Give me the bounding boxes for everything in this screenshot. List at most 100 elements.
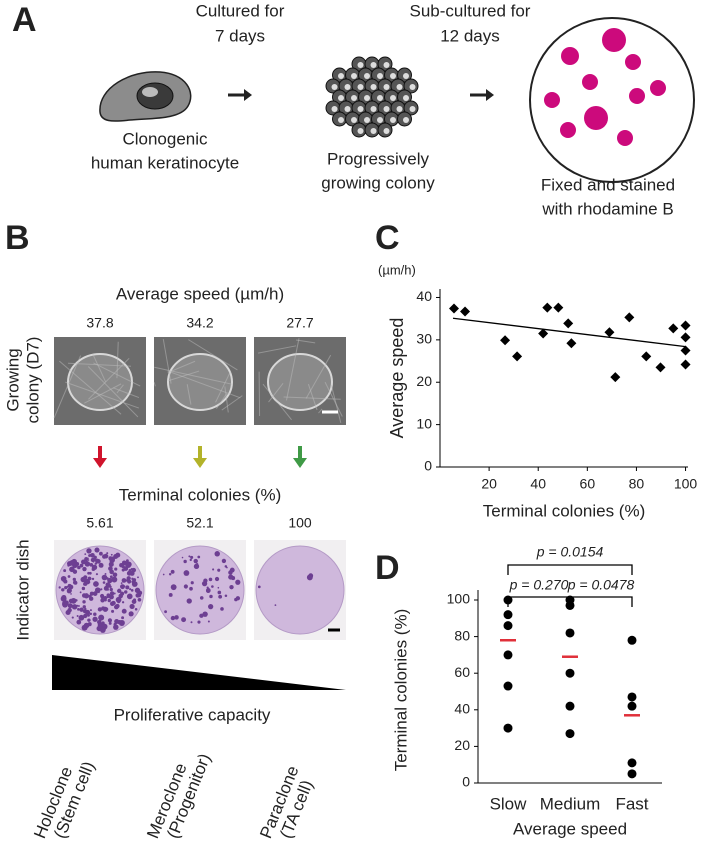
- colony-dot: [125, 562, 132, 568]
- colony-dot: [193, 558, 198, 564]
- colony-dot: [88, 581, 91, 584]
- row-label: Growing: [3, 348, 22, 411]
- step-label: 7 days: [215, 26, 265, 45]
- keratinocyte-icon: [99, 71, 192, 122]
- colony-dot: [87, 571, 90, 575]
- colony-dot: [104, 573, 107, 575]
- point: [448, 303, 459, 314]
- down-arrow-head: [93, 458, 107, 468]
- colony-dot: [229, 584, 234, 590]
- colony-dot: [117, 588, 122, 594]
- colony-dot: [113, 624, 119, 630]
- colony-dot: [190, 581, 194, 585]
- colony-dot: [76, 619, 82, 625]
- bracket: [507, 596, 571, 607]
- colony-dot: [118, 593, 123, 599]
- dish: [155, 545, 245, 635]
- y-tick-label: 100: [447, 591, 471, 607]
- x-tick-label: 80: [629, 476, 645, 492]
- nucleus: [409, 106, 416, 112]
- colony-dot: [79, 563, 84, 568]
- nucleus: [351, 73, 357, 79]
- caption: human keratinocyte: [91, 153, 239, 172]
- nucleus: [364, 117, 370, 123]
- colony-dot: [71, 604, 78, 610]
- colony-dot: [106, 588, 109, 591]
- y-tick-label: 40: [416, 288, 432, 304]
- colony-dot: [88, 596, 94, 601]
- nucleus: [331, 84, 338, 90]
- colony-dot: [162, 573, 165, 576]
- colony-dot: [99, 551, 103, 556]
- nucleus: [383, 84, 390, 90]
- colony-dot: [109, 591, 115, 596]
- colony-dot: [202, 611, 208, 617]
- nucleus: [344, 106, 351, 112]
- colony-dot: [131, 581, 138, 587]
- cell-streak: [330, 384, 342, 423]
- colony-dot: [69, 560, 76, 566]
- cell-streak: [305, 354, 332, 399]
- nucleus: [344, 84, 351, 90]
- nucleus: [357, 106, 364, 112]
- colony-dot: [208, 603, 214, 610]
- point: [680, 320, 691, 331]
- colony-dot: [199, 596, 204, 600]
- point: [566, 338, 577, 349]
- colony-dot: [117, 599, 121, 604]
- point: [460, 306, 471, 317]
- colony-region: [267, 353, 333, 411]
- colony-dot: [214, 576, 220, 582]
- point: [503, 610, 513, 620]
- colony-dot: [111, 609, 115, 613]
- colony-dot: [84, 610, 87, 613]
- colony-dot: [214, 551, 220, 557]
- colony-dot: [212, 568, 215, 571]
- colony-dot: [115, 552, 121, 558]
- colony-dot: [73, 565, 76, 568]
- cell-streak: [116, 384, 124, 394]
- nucleus: [390, 95, 396, 101]
- x-axis-title: Terminal colonies (%): [483, 501, 646, 520]
- colony-dot: [133, 598, 137, 602]
- colony-dot: [81, 586, 86, 591]
- nucleus: [390, 73, 396, 79]
- nucleus: [370, 106, 377, 112]
- colony-dot: [68, 587, 72, 591]
- colony-dot: [181, 556, 184, 559]
- caption: Clonogenic: [122, 129, 208, 148]
- nucleus: [403, 95, 409, 101]
- nucleus: [403, 117, 409, 123]
- colony-dot: [195, 562, 199, 566]
- colony-dot: [100, 598, 105, 603]
- colony-dot: [125, 585, 130, 590]
- colony-dot: [197, 620, 201, 624]
- colony-dot: [121, 563, 124, 566]
- y-tick-label: 0: [462, 774, 470, 790]
- x-axis-title: Average speed: [513, 819, 627, 838]
- nucleus: [377, 95, 383, 101]
- colony-dot: [109, 575, 113, 579]
- colony-dot: [224, 594, 228, 598]
- terminal-value: 52.1: [186, 515, 213, 531]
- colony-dot: [197, 555, 201, 559]
- cell-streak: [268, 383, 284, 403]
- arrow: [470, 89, 494, 101]
- colony-dot: [77, 607, 80, 611]
- colony-dot: [79, 591, 82, 594]
- colony-dot: [235, 579, 241, 585]
- unit-label: (µm/h): [378, 262, 416, 277]
- nucleus: [396, 84, 403, 90]
- colony-dot: [66, 585, 69, 588]
- point: [553, 302, 564, 313]
- step-label: Cultured for: [196, 1, 285, 20]
- colony-dot: [102, 554, 107, 559]
- nucleus: [403, 73, 409, 79]
- point: [565, 628, 575, 638]
- point: [503, 621, 513, 631]
- colony-dot: [87, 613, 90, 617]
- point: [680, 345, 691, 356]
- colony-dot: [121, 608, 127, 614]
- row-label: colony (D7): [23, 337, 42, 424]
- colony-dot: [97, 607, 103, 612]
